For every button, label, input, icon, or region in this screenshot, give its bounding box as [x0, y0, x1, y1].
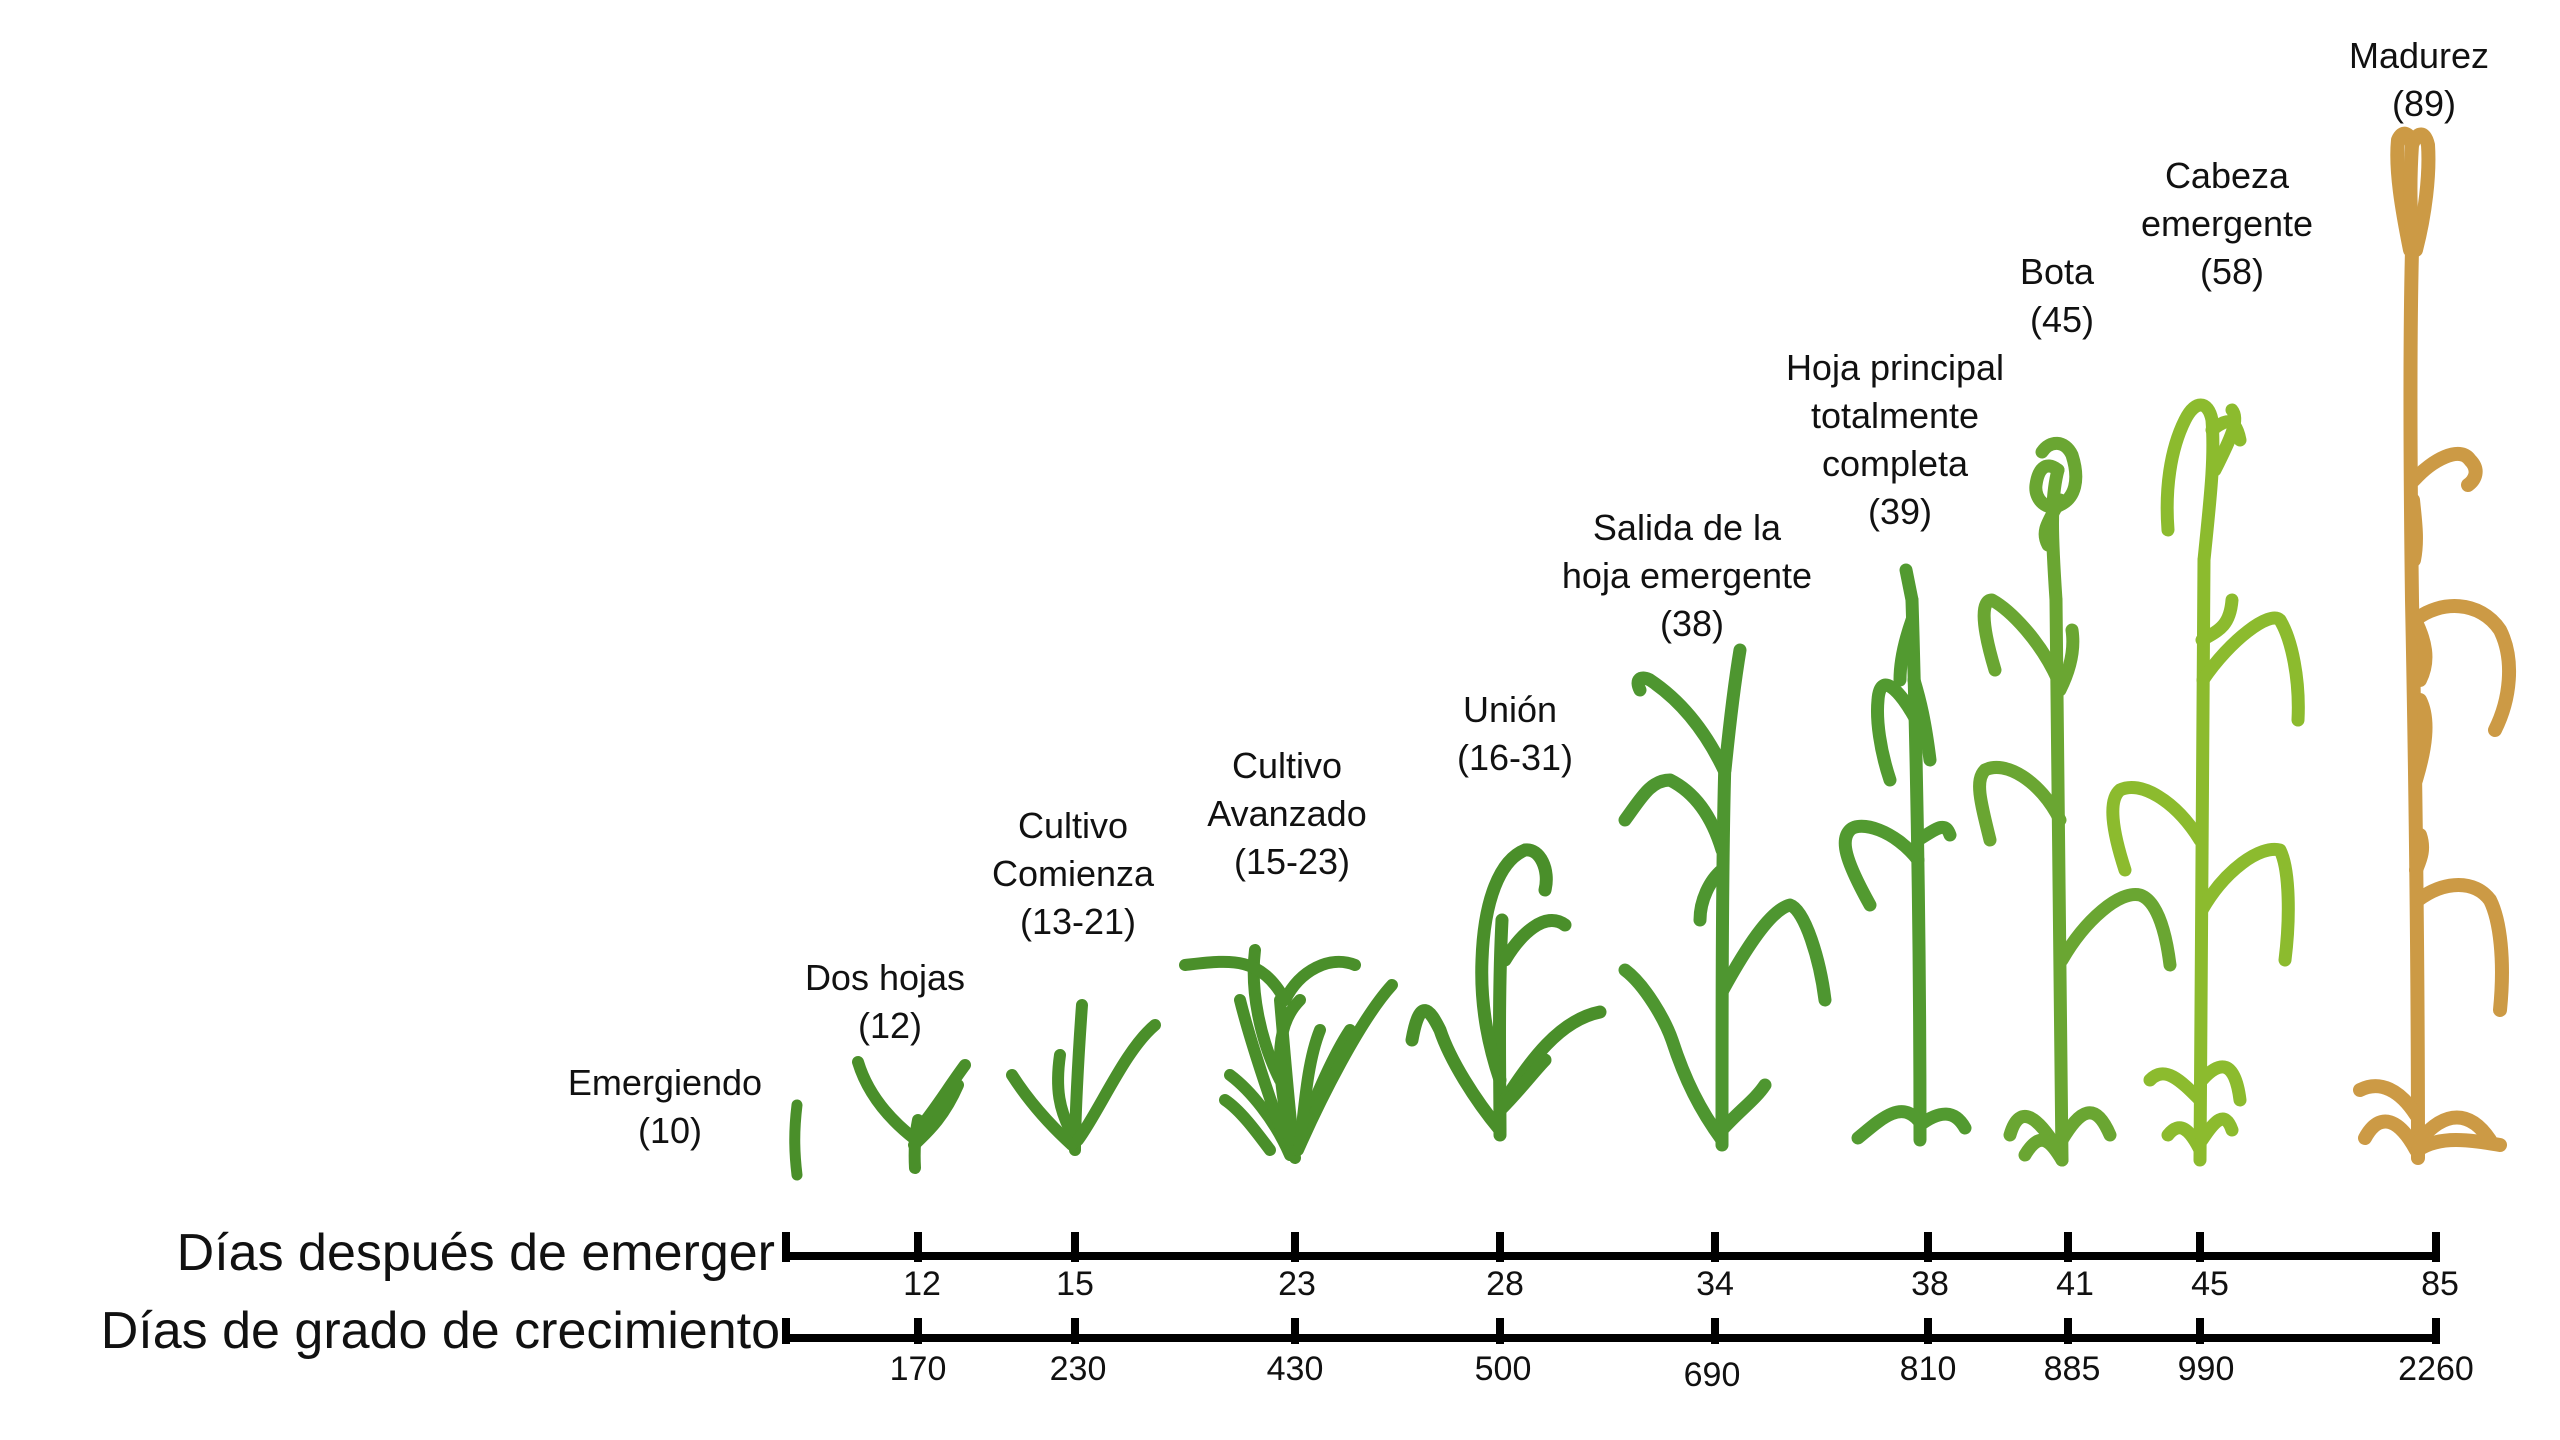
- gdd-tick-label: 2260: [2398, 1350, 2474, 1388]
- gdd-tick-label: 885: [2044, 1350, 2101, 1388]
- stage-labels: Emergiendo (10) Dos hojas (12) Cultivo C…: [568, 35, 2499, 1151]
- stage-label-salida-hoja: Salida de la hoja emergente (38): [1562, 507, 1822, 644]
- growing-degree-days-axis: Días de grado de crecimiento 170 230 430…: [101, 1302, 2474, 1394]
- plant-cabeza-emergente: [2106, 398, 2305, 1167]
- days-tick-label: 45: [2191, 1265, 2229, 1303]
- days-tick-label: 23: [1278, 1265, 1316, 1303]
- days-tick-label: 28: [1486, 1265, 1524, 1303]
- plant-salida-hoja: [1618, 643, 1832, 1152]
- plant-illustrations: [789, 126, 2516, 1181]
- days-tick-label: 38: [1911, 1265, 1949, 1303]
- gdd-tick-label: 170: [890, 1350, 947, 1388]
- plant-emergiendo: [789, 1099, 803, 1181]
- stage-label-hoja-principal: Hoja principal totalmente completa (39): [1786, 347, 2014, 532]
- gdd-tick-label: 430: [1267, 1350, 1324, 1388]
- gdd-tick-label: 500: [1475, 1350, 1532, 1388]
- plant-madurez: [2353, 126, 2516, 1165]
- days-tick-label: 34: [1696, 1265, 1734, 1303]
- plant-union: [1405, 843, 1607, 1142]
- days-tick-label: 85: [2421, 1265, 2459, 1303]
- gdd-tick-label: 230: [1050, 1350, 1107, 1388]
- days-tick-label: 12: [903, 1265, 941, 1303]
- days-after-emergence-axis: Días después de emerger 12 15 23 28 34 3…: [177, 1224, 2459, 1303]
- plant-dos-hojas: [852, 1056, 971, 1174]
- stage-label-madurez: Madurez (89): [2349, 35, 2499, 124]
- gdd-tick-label: 990: [2178, 1350, 2235, 1388]
- stage-label-dos-hojas: Dos hojas (12): [805, 957, 975, 1046]
- plant-cultivo-comienza: [1006, 999, 1161, 1156]
- days-tick-label: 15: [1056, 1265, 1094, 1303]
- days-after-emergence-title: Días después de emerger: [177, 1224, 775, 1282]
- gdd-tick-label: 690: [1684, 1356, 1741, 1394]
- gdd-tick-label: 810: [1900, 1350, 1957, 1388]
- stage-label-emergiendo: Emergiendo (10): [568, 1062, 772, 1151]
- days-tick-label: 41: [2056, 1265, 2094, 1303]
- stage-label-bota: Bota (45): [2020, 251, 2104, 340]
- stage-label-cultivo-comienza: Cultivo Comienza (13-21): [992, 805, 1164, 942]
- plant-hoja-principal: [1838, 563, 1972, 1147]
- stage-label-cabeza-emergente: Cabeza emergente (58): [2141, 155, 2323, 292]
- stage-label-union: Unión (16-31): [1457, 689, 1573, 778]
- stage-label-cultivo-avanzado: Cultivo Avanzado (15-23): [1207, 745, 1376, 882]
- growing-degree-days-title: Días de grado de crecimiento: [101, 1302, 780, 1360]
- plant-cultivo-avanzado: [1179, 944, 1398, 1164]
- plant-bota: [1973, 436, 2177, 1167]
